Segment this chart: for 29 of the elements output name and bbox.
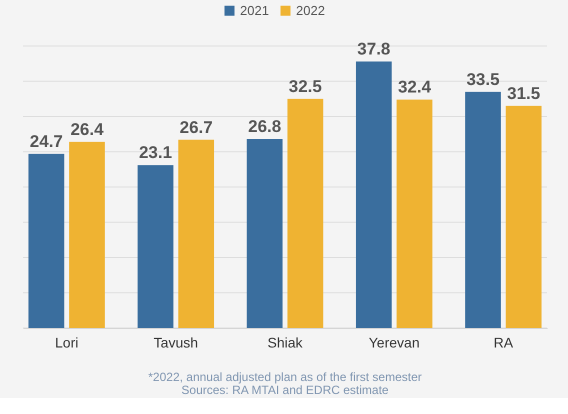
data-label: 26.4 (70, 120, 104, 139)
bar (69, 142, 105, 328)
data-label: 26.8 (248, 117, 282, 136)
x-tick-label: RA (494, 334, 514, 350)
data-label: 33.5 (466, 70, 500, 89)
bar (506, 106, 542, 328)
data-label: 32.5 (288, 76, 322, 96)
bar (28, 154, 64, 328)
data-label: 26.7 (180, 118, 213, 137)
bar (178, 140, 214, 328)
bar (465, 92, 501, 328)
data-label: 32.4 (398, 78, 432, 97)
bar (246, 139, 283, 328)
bar (356, 62, 392, 328)
bar (138, 165, 174, 328)
data-label: 37.8 (357, 40, 390, 59)
data-label: 23.1 (138, 143, 172, 162)
data-label: 31.5 (507, 84, 540, 103)
x-tick-label: Shiak (267, 334, 304, 350)
bar (287, 98, 324, 328)
x-tick-label: Tavush (154, 334, 198, 350)
x-tick-label: Yerevan (368, 334, 420, 350)
x-tick-label: Lori (54, 334, 78, 350)
text: *2022, annual adjusted plan as of the first semester (148, 370, 422, 384)
bar (396, 100, 432, 328)
legend-label: 2021 (240, 2, 269, 18)
legend-label: 2022 (296, 2, 325, 18)
source-note: Sources: RA MTAI and EDRC estimate (181, 383, 389, 397)
data-label: 24.7 (30, 132, 63, 151)
